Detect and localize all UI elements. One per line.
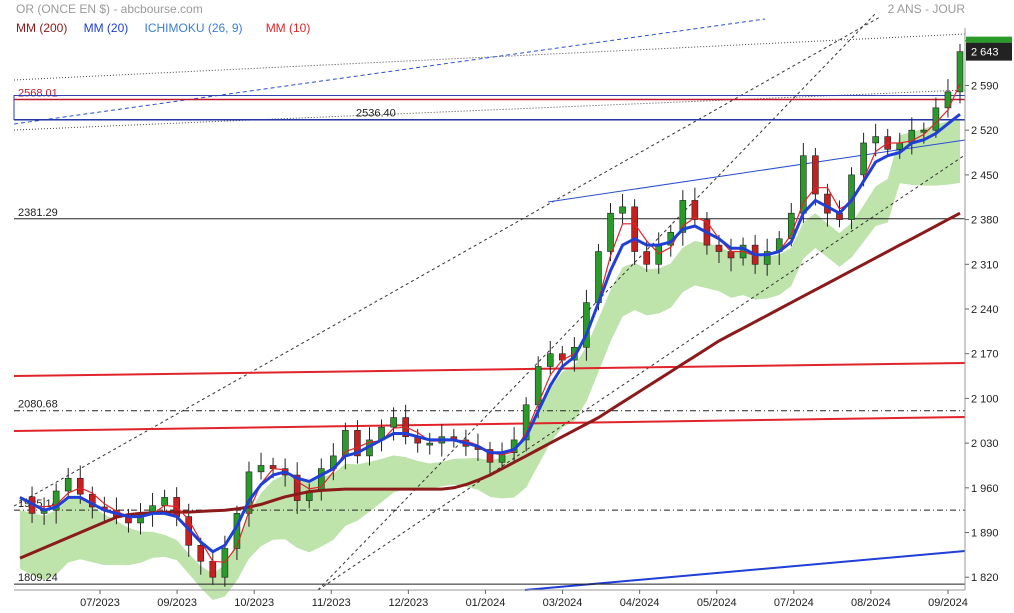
trend-blue-resistance — [547, 139, 966, 203]
candle-body — [245, 471, 253, 514]
trend-red-upper — [13, 362, 966, 377]
candle-body — [631, 206, 638, 252]
period-label: 2 ANS - JOUR — [888, 2, 966, 16]
levels-layer: 2568.012536.402381.292080.681925.141809.… — [13, 88, 966, 585]
trend-blue-base — [524, 550, 966, 591]
y-tick-label: 1 960 — [971, 483, 999, 495]
candle-body — [812, 155, 819, 195]
y-tick-label: 2 240 — [971, 304, 999, 316]
candle-body — [715, 244, 723, 252]
y-tick-label: 2 310 — [971, 259, 999, 271]
x-tick-label: 01/2024 — [466, 597, 506, 609]
trend-red-lower — [13, 416, 966, 432]
x-tick-label: 11/2023 — [312, 597, 351, 609]
x-tick-label: 07/2024 — [774, 597, 814, 609]
candle-body — [691, 200, 699, 220]
candle-body — [727, 251, 735, 259]
candle-body — [522, 404, 530, 441]
candle-body — [643, 251, 650, 265]
trend-support-dashed — [317, 154, 966, 591]
y-tick-label: 2 520 — [971, 125, 999, 137]
candle-body — [860, 142, 867, 176]
legend-entry-3: MM (10) — [266, 21, 311, 35]
y-tick-label: 2 590 — [971, 80, 999, 92]
candle-body — [763, 251, 771, 265]
mm20-line — [19, 113, 961, 554]
candle-body — [872, 136, 879, 144]
last-price-marker — [966, 36, 1012, 43]
candle-body — [197, 544, 205, 562]
candle-body — [64, 477, 72, 492]
candle-body — [546, 353, 554, 367]
y-tick-label: 2 030 — [971, 438, 999, 450]
y-tick-label: 2 380 — [971, 215, 999, 227]
x-tick-label: 07/2023 — [80, 597, 120, 609]
y-tick-label: 2 170 — [971, 349, 999, 361]
x-tick-label: 09/2024 — [928, 597, 968, 609]
level-label-3: 2080.68 — [18, 399, 58, 411]
candle-body — [619, 206, 626, 214]
candle-body — [76, 477, 84, 495]
ichimoku-cloud — [20, 118, 960, 600]
candle-body — [257, 465, 265, 473]
level-label-1: 2536.40 — [356, 108, 396, 120]
ichimoku-cloud-layer — [20, 118, 960, 600]
candle-body — [52, 490, 60, 511]
x-tick-label: 09/2023 — [157, 597, 197, 609]
x-tick-label: 12/2023 — [388, 597, 428, 609]
x-tick-label: 08/2024 — [851, 597, 891, 609]
candle-body — [390, 417, 397, 428]
level-label-0: 2568.01 — [18, 88, 58, 100]
candle-body — [655, 244, 663, 265]
last-price-label: 2 643 — [971, 47, 999, 59]
y-tick-label: 2 450 — [971, 170, 999, 182]
indicator-legend: MM (200) MM (20) ICHIMOKU (26, 9) MM (10) — [16, 21, 310, 35]
candle-body — [944, 91, 952, 109]
last-price-badge — [966, 42, 1012, 61]
candle-body — [679, 200, 687, 233]
x-tick-label: 03/2024 — [543, 597, 583, 609]
legend-entry-0: MM (200) — [16, 21, 67, 35]
trendlines-layer — [13, 13, 966, 591]
candle-body — [932, 107, 940, 131]
y-tick-label: 1 820 — [971, 572, 999, 584]
level-label-5: 1809.24 — [18, 572, 58, 584]
mm200-line — [19, 211, 961, 560]
legend-entry-2: ICHIMOKU (26, 9) — [145, 21, 243, 35]
candle-body — [800, 155, 807, 214]
candle-body — [486, 449, 494, 463]
candle-body — [354, 430, 361, 457]
level-label-2: 2381.29 — [18, 207, 58, 219]
candle-body — [607, 212, 614, 252]
candle-body — [896, 142, 904, 150]
trend-channel-upper — [317, 13, 876, 591]
trend-blue-dashed — [13, 18, 766, 125]
candle-body — [209, 560, 217, 578]
candle-body — [293, 474, 301, 501]
x-tick-label: 04/2024 — [620, 597, 660, 609]
candle-body — [824, 193, 831, 214]
legend-entry-1: MM (20) — [84, 21, 129, 35]
x-tick-label: 10/2023 — [234, 597, 274, 609]
trend-channel-lower — [13, 16, 881, 507]
candle-body — [956, 51, 964, 93]
x-tick-label: 05/2024 — [697, 597, 737, 609]
y-tick-label: 1 890 — [971, 528, 999, 540]
candle-body — [161, 497, 168, 507]
candle-body — [426, 442, 434, 446]
moving-averages-layer — [19, 83, 961, 563]
chart-title: OR (ONCE EN $) - abcbourse.com — [16, 2, 203, 16]
y-tick-label: 2 100 — [971, 393, 999, 405]
